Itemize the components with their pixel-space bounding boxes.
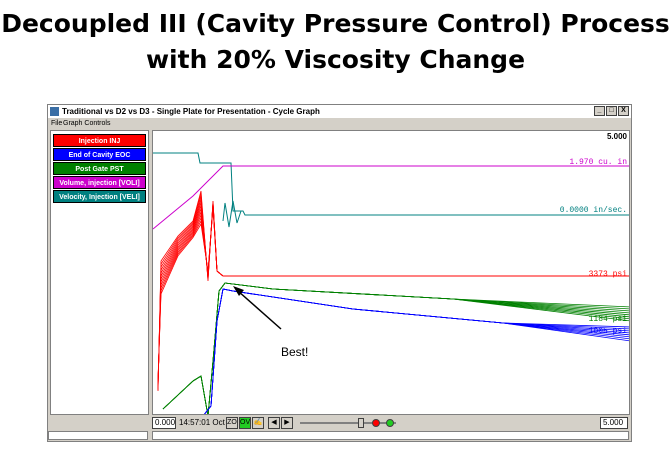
post-gate-curve-1 bbox=[162, 282, 629, 414]
legend-item-volume[interactable]: Volume, injection [VOLI] bbox=[53, 176, 146, 189]
injection-curve-6 bbox=[157, 204, 629, 386]
injection-curve-7 bbox=[157, 205, 629, 385]
window-titlebar[interactable]: Traditional vs D2 vs D3 - Single Plate f… bbox=[48, 105, 631, 118]
scroll-right-button[interactable]: ▶ bbox=[281, 417, 293, 429]
minimize-button[interactable]: _ bbox=[594, 106, 605, 116]
volume-curve bbox=[153, 165, 629, 230]
play-icon[interactable] bbox=[386, 419, 394, 427]
status-bar bbox=[48, 431, 631, 441]
cavity-value-label: 1005 psi bbox=[589, 327, 628, 336]
close-button[interactable]: X bbox=[618, 106, 629, 116]
volume-value-label: 1.970 cu. in bbox=[569, 158, 627, 167]
injection-curve-5 bbox=[157, 203, 629, 387]
status-cell-right bbox=[152, 431, 629, 440]
legend-item-post-gate[interactable]: Post Gate PST bbox=[53, 162, 146, 175]
cycle-graph-svg: 5.000 1.970 cu. in 0.0000 in/sec. 3373 p… bbox=[153, 132, 629, 414]
velocity-curve bbox=[153, 152, 629, 216]
menu-file[interactable]: File bbox=[51, 120, 63, 127]
annotation-arrow-head bbox=[233, 286, 244, 296]
slide-title: Decoupled III (Cavity Pressure Control) … bbox=[0, 6, 671, 78]
end-time-field[interactable]: 5.000 bbox=[600, 417, 628, 429]
timestamp-label: 14:57:01 Oct 07 bbox=[179, 418, 236, 427]
slide-title-line2: with 20% Viscosity Change bbox=[145, 45, 526, 74]
injection-curve-11 bbox=[157, 207, 629, 381]
window-controls: _ □ X bbox=[594, 106, 629, 116]
legend-item-injection[interactable]: Injection INJ bbox=[53, 134, 146, 147]
slide-title-line1: Decoupled III (Cavity Pressure Control) … bbox=[1, 9, 670, 38]
graph-toolbar: 0.000 14:57:01 Oct 07 ZO OV ✍ ◀ ▶ 5.000 bbox=[152, 417, 630, 431]
injection-curve-4 bbox=[157, 202, 629, 388]
legend-item-end-of-cavity[interactable]: End of Cavity EOC bbox=[53, 148, 146, 161]
post-gate-curve-7 bbox=[162, 282, 629, 414]
app-icon bbox=[50, 107, 59, 116]
injection-curve-10 bbox=[157, 206, 629, 382]
cycle-graph-window: Traditional vs D2 vs D3 - Single Plate f… bbox=[47, 104, 632, 442]
y-max-label: 5.000 bbox=[607, 132, 628, 141]
timeline-slider-track[interactable] bbox=[300, 422, 396, 424]
timeline-slider-thumb[interactable] bbox=[358, 418, 364, 428]
start-time-field[interactable]: 0.000 bbox=[152, 417, 176, 429]
window-title: Traditional vs D2 vs D3 - Single Plate f… bbox=[62, 107, 320, 116]
post-gate-curve-3 bbox=[162, 282, 629, 414]
injection-curve-3 bbox=[157, 199, 629, 389]
status-cell-left bbox=[48, 431, 148, 440]
maximize-button[interactable]: □ bbox=[606, 106, 617, 116]
menu-graph-controls[interactable]: Graph Controls bbox=[63, 120, 111, 127]
menu-bar: File Graph Controls bbox=[48, 118, 631, 129]
post-gate-value-label: 1184 psi bbox=[589, 315, 628, 324]
velocity-value-label: 0.0000 in/sec. bbox=[560, 206, 627, 215]
post-gate-curve-6 bbox=[162, 282, 629, 414]
post-gate-curve-2 bbox=[162, 282, 629, 414]
curve-group bbox=[153, 152, 629, 414]
record-icon[interactable] bbox=[372, 419, 380, 427]
cycle-graph[interactable]: 5.000 1.970 cu. in 0.0000 in/sec. 3373 p… bbox=[152, 130, 630, 415]
legend-panel: Injection INJ End of Cavity EOC Post Gat… bbox=[50, 130, 149, 415]
post-gate-curve-4 bbox=[162, 282, 629, 414]
injection-curve-8 bbox=[157, 205, 629, 384]
overlay-button[interactable]: OV bbox=[239, 417, 251, 429]
best-annotation: Best! bbox=[281, 345, 308, 359]
injection-curve-9 bbox=[157, 206, 629, 383]
post-gate-curve-0 bbox=[162, 282, 629, 414]
legend-item-velocity[interactable]: Velocity, Injection [VELI] bbox=[53, 190, 146, 203]
cavity-curve-7 bbox=[204, 288, 629, 414]
zoom-out-button[interactable]: ZO bbox=[226, 417, 238, 429]
scroll-left-button[interactable]: ◀ bbox=[268, 417, 280, 429]
injection-curve-0 bbox=[157, 190, 629, 392]
injection-value-label: 3373 psi bbox=[589, 270, 628, 279]
annotation-arrow-line bbox=[237, 290, 282, 330]
post-gate-curve-5 bbox=[162, 282, 629, 414]
velocity-noise-curve bbox=[222, 200, 242, 228]
cursor-tool-button[interactable]: ✍ bbox=[252, 417, 264, 429]
